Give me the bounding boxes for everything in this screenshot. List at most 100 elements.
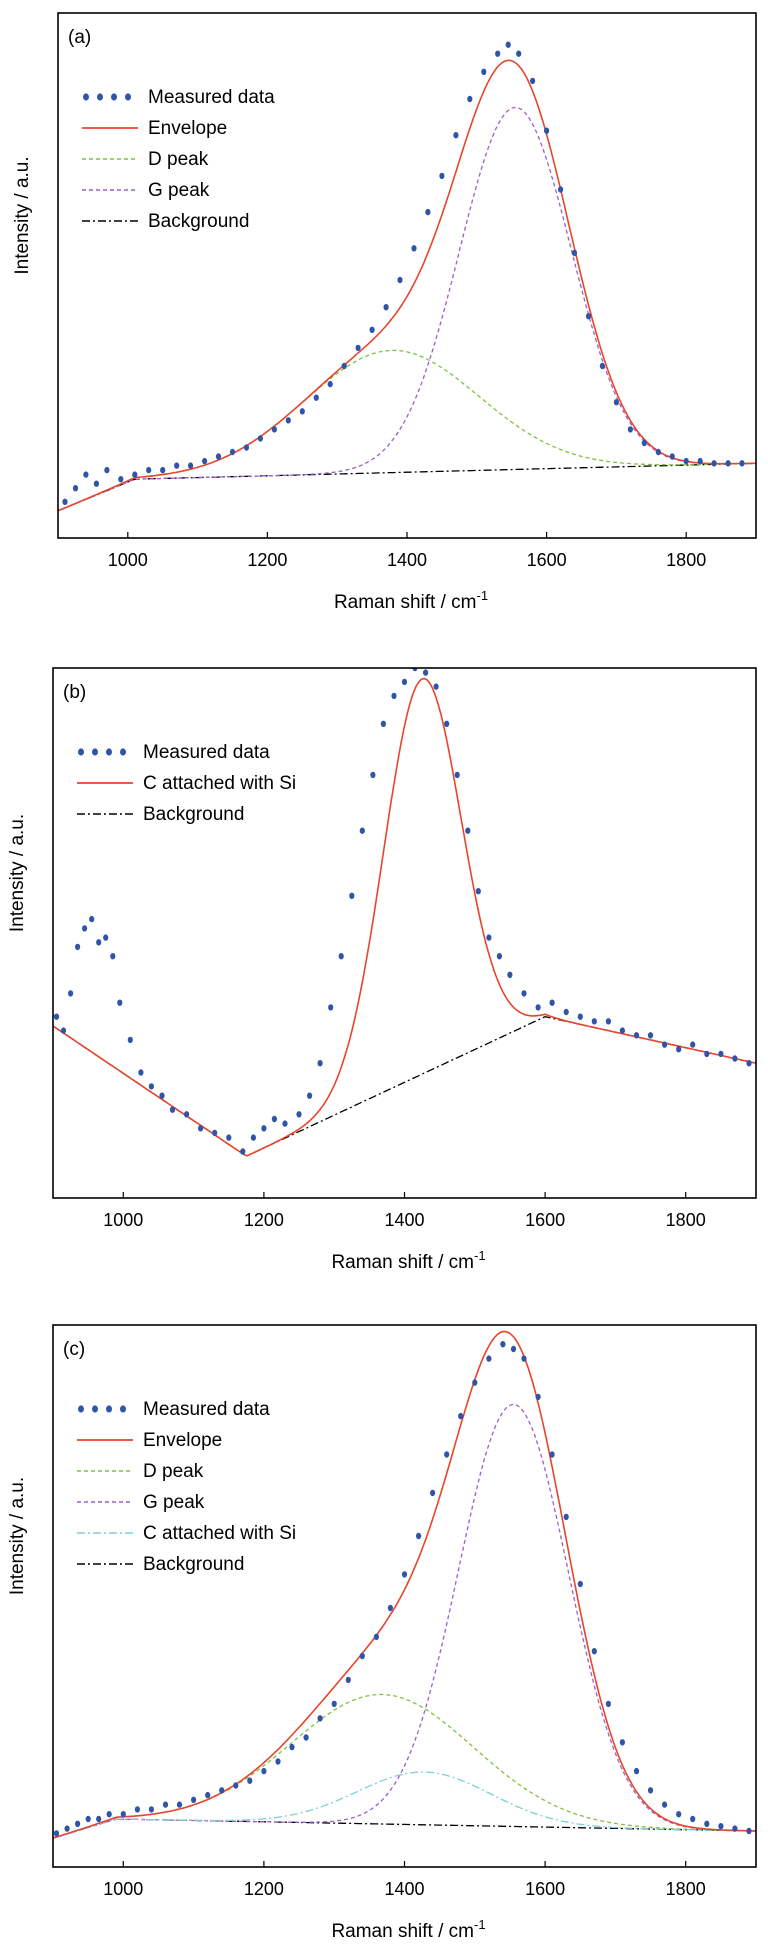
measured-data-point bbox=[261, 1767, 267, 1775]
legend-label: G peak bbox=[148, 180, 210, 201]
measured-data-point bbox=[338, 953, 344, 960]
measured-data-point bbox=[472, 1379, 478, 1386]
measured-data-point bbox=[188, 462, 194, 469]
legend-entry-c-attached-with-si: C attached with Si bbox=[77, 773, 296, 794]
measured-data-point bbox=[718, 1823, 724, 1830]
measured-data-point bbox=[718, 1050, 724, 1058]
measured-data-point bbox=[669, 453, 675, 460]
legend-label: D peak bbox=[143, 1461, 204, 1482]
legend-entry-g-peak: G peak bbox=[77, 1492, 205, 1513]
series-line-c-attached-with-si bbox=[53, 677, 756, 1157]
measured-data-point bbox=[505, 41, 511, 48]
measured-data-point bbox=[633, 1032, 640, 1039]
measured-data-point bbox=[162, 1801, 169, 1808]
measured-data-point bbox=[423, 669, 429, 676]
legend-marker-dot bbox=[125, 93, 131, 101]
measured-data-point bbox=[627, 426, 634, 433]
measured-data-point bbox=[486, 934, 492, 941]
measured-data-point bbox=[83, 471, 89, 478]
chart-panel-c: 1000 1200 1400 1600 1800 (c) Raman shift / cm-… bbox=[7, 1324, 757, 1942]
x-tick-label: 1600 bbox=[525, 1210, 565, 1230]
measured-data-point bbox=[391, 692, 397, 700]
measured-data-point bbox=[289, 1743, 295, 1751]
measured-data-point bbox=[619, 1027, 626, 1034]
legend-marker-dot bbox=[78, 1405, 84, 1413]
measured-data-point bbox=[563, 1008, 569, 1016]
series-line-d-peak bbox=[58, 349, 756, 512]
legend-label: D peak bbox=[148, 149, 209, 170]
x-tick-label: 1400 bbox=[384, 1210, 424, 1230]
panel-label: (a) bbox=[68, 27, 91, 48]
measured-data-point bbox=[507, 971, 513, 978]
measured-data-point bbox=[732, 1825, 738, 1832]
chart-panel-a: 1000 1200 1400 1600 1800 (a) Raman shift / cm-… bbox=[12, 12, 757, 613]
measured-data-point bbox=[148, 1083, 154, 1090]
measured-data-point bbox=[110, 953, 116, 960]
measured-data-point bbox=[500, 1341, 506, 1348]
plot-area bbox=[58, 41, 756, 512]
measured-data-point bbox=[349, 892, 355, 899]
measured-data-point bbox=[535, 1004, 541, 1011]
measured-data-point bbox=[577, 1013, 583, 1020]
measured-data-point bbox=[641, 439, 647, 447]
measured-data-point bbox=[53, 1013, 60, 1020]
measured-data-point bbox=[605, 1018, 612, 1025]
measured-data-point bbox=[739, 460, 745, 467]
measured-data-point bbox=[544, 127, 550, 134]
measured-data-point bbox=[191, 1796, 197, 1804]
measured-data-point bbox=[257, 435, 263, 442]
measured-data-point bbox=[444, 720, 450, 727]
measured-data-point bbox=[198, 1125, 204, 1132]
measured-data-point bbox=[475, 888, 481, 895]
x-tick-label: 1400 bbox=[384, 1879, 424, 1899]
measured-data-point bbox=[711, 460, 717, 467]
measured-data-point bbox=[444, 1451, 450, 1458]
y-axis-label: Intensity / a.u. bbox=[7, 1477, 28, 1595]
legend-entry-d-peak: D peak bbox=[82, 149, 209, 170]
y-axis-label: Intensity / a.u. bbox=[7, 814, 28, 932]
measured-data-point bbox=[465, 827, 471, 834]
series-line-c-attached-with-si bbox=[53, 1771, 756, 1839]
measured-data-point bbox=[240, 1148, 246, 1155]
legend-entry-measured-data: Measured data bbox=[78, 1399, 270, 1420]
measured-data-point bbox=[510, 1345, 517, 1353]
measured-data-point bbox=[174, 462, 180, 469]
legend-label: G peak bbox=[143, 1492, 205, 1513]
measured-data-point bbox=[530, 77, 536, 85]
measured-data-point bbox=[138, 1069, 144, 1076]
measured-data-point bbox=[271, 1115, 277, 1123]
measured-data-point bbox=[521, 1355, 527, 1362]
measured-data-point bbox=[328, 1004, 334, 1011]
x-axis-label-superscript: -1 bbox=[474, 1248, 486, 1263]
measured-data-point bbox=[683, 457, 689, 465]
measured-data-point bbox=[72, 485, 79, 492]
measured-data-point bbox=[303, 1734, 309, 1741]
measured-data-point bbox=[704, 1050, 710, 1058]
measured-data-point bbox=[599, 362, 606, 370]
x-axis-label-superscript: -1 bbox=[474, 1917, 486, 1932]
legend-entry-measured-data: Measured data bbox=[83, 87, 275, 108]
measured-data-point bbox=[369, 326, 375, 333]
measured-data-point bbox=[662, 1041, 668, 1048]
measured-data-point bbox=[516, 50, 522, 57]
measured-data-point bbox=[215, 453, 222, 460]
measured-data-point bbox=[411, 245, 417, 252]
measured-data-point bbox=[495, 50, 501, 57]
measured-data-point bbox=[591, 1018, 597, 1025]
measured-data-point bbox=[577, 1580, 583, 1588]
legend-entry-c-attached-with-si: C attached with Si bbox=[77, 1523, 296, 1544]
measured-data-point bbox=[613, 399, 620, 406]
measured-data-point bbox=[226, 1134, 232, 1141]
measured-data-point bbox=[425, 208, 431, 216]
measured-data-point bbox=[75, 1820, 81, 1828]
legend-marker-dot bbox=[120, 1405, 126, 1413]
legend-label: Background bbox=[148, 211, 249, 232]
legend-entry-measured-data: Measured data bbox=[78, 742, 270, 763]
legend-marker-dot bbox=[106, 1405, 112, 1413]
measured-data-point bbox=[481, 68, 487, 76]
panel-label: (b) bbox=[63, 682, 86, 703]
legend-entry-envelope: Envelope bbox=[82, 118, 227, 139]
x-tick-label: 1400 bbox=[387, 550, 427, 570]
measured-data-point bbox=[690, 1815, 696, 1823]
